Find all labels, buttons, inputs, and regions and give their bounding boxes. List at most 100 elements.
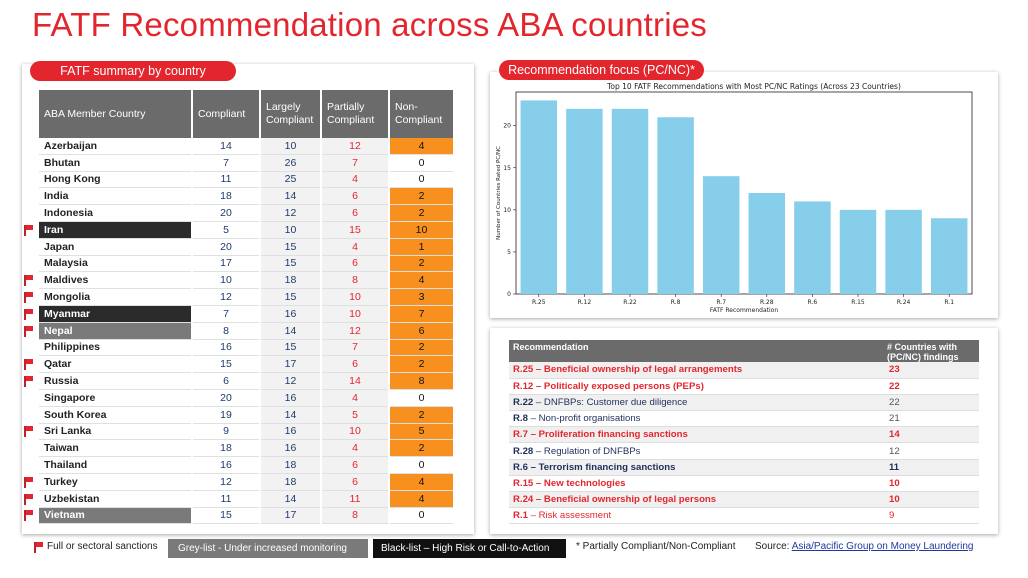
compliant-count: 15 [193, 508, 259, 525]
compliant-count: 7 [193, 155, 259, 172]
rec-code: R.8 [513, 413, 528, 425]
largely-compliant-count: 15 [261, 289, 320, 306]
compliant-count: 20 [193, 390, 259, 407]
non-compliant-count: 2 [390, 188, 453, 206]
x-tick-label: R.1 [944, 299, 954, 306]
compliant-count: 10 [193, 272, 259, 290]
compliant-count: 7 [193, 306, 259, 323]
table-row: Maldives 10 18 8 4 [39, 272, 453, 290]
table-row: Turkey 12 18 6 4 [39, 473, 453, 491]
largely-compliant-count: 17 [261, 507, 320, 525]
country-name: Thailand [39, 457, 191, 474]
x-tick-label: R.12 [578, 299, 592, 306]
partially-compliant-count: 6 [322, 473, 388, 491]
country-name: Sri Lanka [39, 424, 191, 441]
x-tick-label: R.7 [716, 299, 726, 306]
partially-compliant-count: 6 [322, 188, 388, 206]
partially-compliant-count: 12 [322, 138, 388, 155]
rec-count: 12 [883, 442, 979, 460]
largely-compliant-count: 18 [261, 473, 320, 491]
sanction-flag-icon [24, 308, 33, 320]
rec-description: – Beneficial ownership of legal arrangem… [533, 364, 743, 376]
table-header-row: ABA Member Country Compliant Largely Com… [39, 90, 453, 138]
partially-compliant-count: 11 [322, 490, 388, 508]
compliant-count: 12 [193, 474, 259, 491]
table-row: Indonesia 20 12 6 2 [39, 205, 453, 222]
country-name: Turkey [39, 474, 191, 491]
rec-label: R.8 – Non-profit organisations [509, 410, 883, 428]
rec-label: R.22 – DNFBPs: Customer due diligence [509, 394, 883, 412]
non-compliant-count: 0 [390, 457, 453, 474]
rec-description: – New technologies [533, 477, 626, 489]
rec-description: – Proliferation financing sanctions [527, 429, 688, 441]
partially-compliant-count: 6 [322, 205, 388, 222]
table-row: South Korea 19 14 5 2 [39, 406, 453, 424]
chart-panel-pill: Recommendation focus (PC/NC)* [499, 60, 704, 80]
country-name: Qatar [39, 356, 191, 374]
rec-count: 22 [883, 394, 979, 412]
x-tick-label: R.28 [760, 299, 774, 306]
bar-r28 [748, 193, 786, 294]
sanction-flag-icon [24, 376, 33, 388]
flag-legend-icon [34, 542, 43, 553]
x-tick-label: R.8 [671, 299, 681, 306]
table-row: India 18 14 6 2 [39, 188, 453, 206]
bar-r25 [520, 100, 558, 295]
rec-label: R.28 – Regulation of DNFBPs [509, 442, 883, 460]
largely-compliant-count: 25 [261, 171, 320, 189]
rec-row: R.25 – Beneficial ownership of legal arr… [509, 362, 979, 379]
country-name: Hong Kong [39, 172, 191, 189]
non-compliant-count: 2 [390, 255, 453, 273]
non-compliant-count: 0 [390, 390, 453, 407]
compliant-count: 16 [193, 457, 259, 474]
compliant-count: 12 [193, 289, 259, 306]
country-name: Uzbekistan [39, 491, 191, 508]
sanction-flag-icon [24, 325, 33, 337]
y-tick-label: 5 [507, 249, 511, 256]
compliant-count: 9 [193, 424, 259, 441]
country-name: Indonesia [39, 205, 191, 222]
partially-compliant-count: 7 [322, 154, 388, 172]
y-tick-label: 10 [503, 207, 511, 214]
country-name: Azerbaijan [39, 138, 191, 155]
non-compliant-count: 2 [390, 356, 453, 374]
partially-compliant-count: 4 [322, 238, 388, 256]
partially-compliant-count: 14 [322, 373, 388, 390]
rec-row: R.6 – Terrorism financing sanctions 11 [509, 459, 979, 476]
table-row: Iran 5 10 15 10 [39, 221, 453, 239]
rec-label: R.7 – Proliferation financing sanctions [509, 426, 883, 444]
country-name: Nepal [39, 322, 191, 340]
x-tick-label: R.22 [623, 299, 637, 306]
largely-compliant-count: 14 [261, 322, 320, 340]
bar-r7 [702, 176, 740, 294]
x-tick-label: R.24 [897, 299, 911, 306]
legend-note: * Partially Compliant/Non-Compliant [576, 541, 736, 552]
bar-r15 [839, 209, 877, 294]
chart-title: Top 10 FATF Recommendations with Most PC… [607, 82, 901, 91]
source-link[interactable]: Asia/Pacific Group on Money Laundering [791, 541, 974, 552]
table-row: Singapore 20 16 4 0 [39, 389, 453, 407]
non-compliant-count: 5 [390, 423, 453, 441]
country-summary-pill: FATF summary by country [30, 61, 236, 81]
largely-compliant-count: 10 [261, 221, 320, 239]
compliant-count: 19 [193, 407, 259, 424]
rec-code: R.25 [513, 364, 534, 376]
largely-compliant-count: 14 [261, 490, 320, 508]
non-compliant-count: 2 [390, 440, 453, 458]
country-name: Mongolia [39, 289, 191, 306]
rec-label: R.12 – Politically exposed persons (PEPs… [509, 378, 883, 395]
table-row: Myanmar 7 16 10 7 [39, 305, 453, 323]
non-compliant-count: 0 [390, 508, 453, 525]
partially-compliant-count: 6 [322, 457, 388, 474]
sanction-flag-icon [24, 275, 33, 287]
non-compliant-count: 1 [390, 238, 453, 256]
country-name: Singapore [39, 390, 191, 407]
header-country: ABA Member Country [39, 90, 191, 138]
rec-row: R.8 – Non-profit organisations 21 [509, 410, 979, 428]
rec-code: R.6 [513, 461, 528, 473]
country-name: Japan [39, 239, 191, 256]
bar-r22 [611, 108, 649, 294]
legend-flag-label: Full or sectoral sanctions [47, 541, 158, 552]
rec-count: 10 [883, 475, 979, 493]
compliant-count: 17 [193, 256, 259, 273]
